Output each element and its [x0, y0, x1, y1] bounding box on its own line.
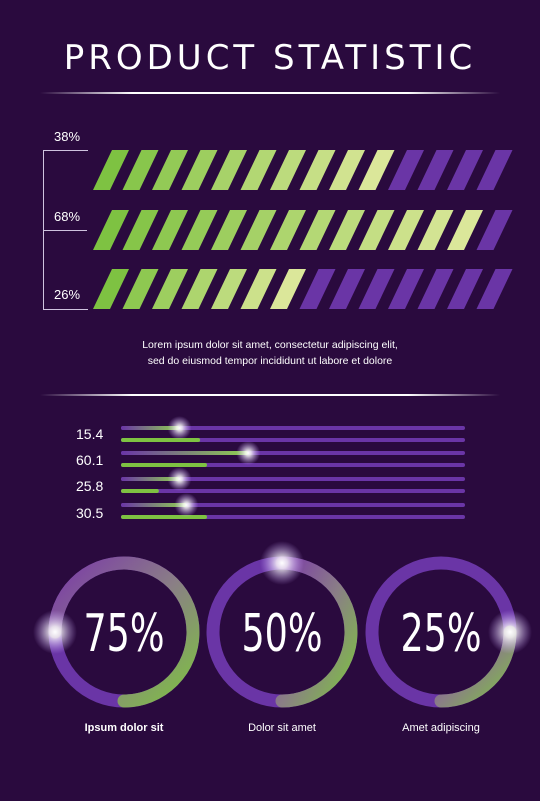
striped-bar-filled-segment: [211, 269, 247, 309]
line-bar-label: 30.5: [76, 505, 104, 521]
line-bar-glow: [236, 441, 261, 465]
striped-bar-filled-segment: [152, 269, 188, 309]
donut-caption: Amet adipiscing: [402, 722, 480, 734]
striped-bar-track-segment: [388, 150, 424, 190]
page-title: PRODUCT STATISTIC: [63, 38, 477, 78]
line-bar-track: [121, 503, 465, 507]
striped-bar-track-segment: [447, 150, 483, 190]
line-bar-track: [121, 477, 465, 481]
line-bar-label: 15.4: [76, 426, 104, 442]
striped-bar-track-segment: [358, 269, 395, 309]
line-bar-top-fill: [121, 451, 249, 455]
striped-bar-filled-segment: [299, 210, 336, 250]
striped-bar-label: 38%: [54, 129, 81, 144]
striped-bar-filled-segment: [181, 150, 218, 190]
striped-bar-filled-segment: [240, 150, 277, 190]
line-bar-bottom-fill: [121, 438, 201, 442]
striped-bar-filled-segment: [122, 150, 159, 190]
line-bar-track: [121, 426, 465, 430]
donut-value-text: 50%: [241, 603, 322, 663]
striped-bar-filled-segment: [181, 210, 218, 250]
line-bar-bottom-fill: [121, 515, 207, 519]
striped-bar-filled-segment: [93, 269, 129, 309]
striped-bar-filled-segment: [299, 150, 336, 190]
striped-bar-filled-segment: [211, 210, 247, 250]
donut-glow: [260, 541, 304, 585]
striped-bar-label: 68%: [54, 209, 81, 224]
striped-bar-filled-segment: [270, 150, 306, 190]
striped-bar-filled-segment: [358, 150, 395, 190]
striped-bar-track-segment: [388, 269, 424, 309]
striped-bar-track-segment: [329, 269, 365, 309]
line-bar-track: [121, 515, 465, 519]
striped-bar-filled-segment: [152, 210, 188, 250]
donut-value-arc: [48, 556, 200, 708]
line-bar-top-fill: [121, 477, 180, 481]
striped-bar-track-segment: [447, 269, 483, 309]
section-divider: [40, 394, 500, 396]
bracket-tick: [43, 230, 87, 231]
line-bar-bottom-fill: [121, 489, 159, 493]
striped-bar-filled-segment: [122, 269, 159, 309]
striped-bar-filled-segment: [417, 210, 454, 250]
caption-line-1: Lorem ipsum dolor sit amet, consectetur …: [142, 339, 398, 351]
donut-glow: [488, 610, 532, 654]
striped-bar-filled-segment: [270, 269, 306, 309]
line-bar-glow: [174, 493, 199, 517]
striped-bar-filled-segment: [181, 269, 218, 309]
donut-value-text: 75%: [83, 603, 164, 663]
striped-bar-track-segment: [417, 150, 454, 190]
striped-bar-track-segment: [476, 210, 513, 250]
line-bar-track: [121, 489, 465, 493]
striped-bar-filled-segment: [93, 150, 129, 190]
striped-bar-filled-segment: [211, 150, 247, 190]
line-bar-top-fill: [121, 426, 180, 430]
donut-value-text: 25%: [400, 603, 481, 663]
striped-bar-filled-segment: [388, 210, 424, 250]
title-divider: [40, 92, 500, 94]
line-bar-bottom-fill: [121, 463, 207, 467]
donut-value-arc: [275, 556, 358, 708]
striped-bar-filled-segment: [329, 150, 365, 190]
striped-bar-track-segment: [476, 269, 513, 309]
striped-bar-filled-segment: [122, 210, 159, 250]
striped-bar-filled-segment: [240, 269, 277, 309]
line-bar-label: 25.8: [76, 478, 104, 494]
striped-bar-filled-segment: [93, 210, 129, 250]
striped-bar-filled-segment: [358, 210, 395, 250]
caption-line-2: sed do eiusmod tempor incididunt ut labo…: [147, 355, 393, 367]
line-bar-top-fill: [121, 503, 187, 507]
donut-caption: Ipsum dolor sit: [84, 722, 164, 734]
striped-bar-filled-segment: [329, 210, 365, 250]
line-bar-glow: [167, 416, 192, 440]
line-bar-label: 60.1: [76, 452, 104, 468]
striped-bar-filled-segment: [240, 210, 277, 250]
line-bar-track: [121, 463, 465, 467]
donut-caption: Dolor sit amet: [248, 722, 316, 734]
line-bar-glow: [167, 467, 192, 491]
striped-bar-label: 26%: [54, 287, 81, 302]
striped-bar-track-segment: [299, 269, 336, 309]
striped-bar-filled-segment: [152, 150, 188, 190]
striped-bar-track-segment: [417, 269, 454, 309]
donut-glow: [33, 610, 77, 654]
striped-bar-filled-segment: [270, 210, 306, 250]
striped-bar-track-segment: [476, 150, 513, 190]
line-bar-track: [121, 438, 465, 442]
striped-bar-filled-segment: [447, 210, 483, 250]
